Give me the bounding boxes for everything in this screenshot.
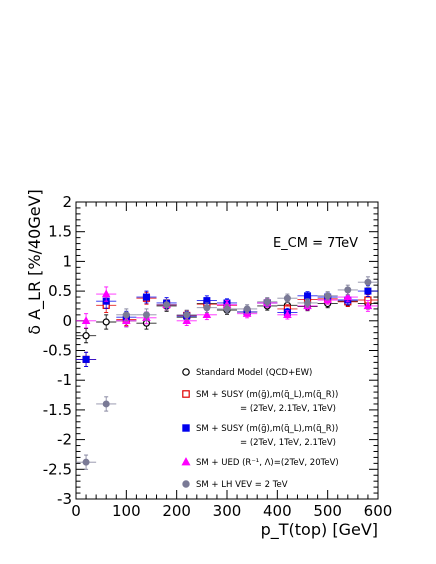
y-tick-label: -2.5 [43,460,72,478]
x-tick-label: 100 [112,502,141,520]
data-point [142,311,150,319]
x-tick-label: 400 [263,502,292,520]
legend-marker [182,424,190,432]
data-marks [76,276,378,470]
legend-marker [182,480,190,488]
data-point [182,316,192,324]
axis-ticks [75,201,379,500]
y-tick-label: -1 [57,371,72,389]
tick-labels: 0 100 200 300 400 500 600 -3 -2.5 -2 -1.5 -1 -0.5 0 0.… [43,193,393,520]
series-5 [76,276,378,470]
legend-label: SM + SUSY (m(g̃),m(q̃_L),m(q̃_R)) [196,390,338,400]
data-point [203,304,211,312]
y-axis-title: δ A_LR [%/40GeV] [25,189,45,335]
data-point [102,400,110,408]
data-point [183,311,191,319]
x-tick-label: 300 [213,502,242,520]
x-tick-label: 500 [313,502,342,520]
data-point [82,332,90,340]
series-3 [76,285,378,367]
data-point [82,355,90,363]
data-point [263,298,271,306]
y-tick-label: -0.5 [43,342,72,360]
data-point [343,292,353,301]
legend-item-1: Standard Model (QCD+EW) [182,368,312,378]
y-tick-label: 0 [62,312,72,330]
data-point [223,305,231,313]
legend-label: Standard Model (QCD+EW) [196,368,312,378]
legend-marker [181,457,191,466]
y-tick-label: 0.5 [48,282,72,300]
data-point [163,301,171,309]
y-tick-label: 2 [62,193,72,211]
data-point [283,294,291,302]
data-point [82,458,90,466]
legend-label: SM + UED (R⁻¹, Λ)=(2TeV, 20TeV) [196,458,339,468]
data-point [364,287,372,295]
data-point [202,310,212,319]
legend-item-5: SM + LH VEV = 2 TeV [182,480,288,490]
y-tick-label: 1 [62,252,72,270]
x-tick-label: 0 [71,502,81,520]
legend: Standard Model (QCD+EW) SM + SUSY (m(g̃),… [181,368,339,490]
legend-item-4: SM + UED (R⁻¹, Λ)=(2TeV, 20TeV) [181,457,339,468]
x-tick-label: 200 [162,502,191,520]
data-point [243,305,251,313]
data-point [344,286,352,294]
data-point [304,299,312,307]
y-tick-label: -2 [57,431,72,449]
x-axis-title: p_T(top) [GeV] [261,520,378,540]
data-point [364,278,372,286]
legend-label-line2: = (2TeV, 1TeV, 2.1TeV) [240,438,336,448]
data-point [363,301,373,310]
x-tick-label: 600 [364,502,393,520]
y-tick-label: -1.5 [43,401,72,419]
y-tick-label: -3 [57,490,72,508]
legend-label-line2: = (2TeV, 2.1TeV, 1TeV) [240,404,336,414]
data-point [122,311,130,319]
legend-label: SM + SUSY (m(g̃),m(q̃_L),m(q̃_R)) [196,424,338,434]
data-point [324,292,332,300]
legend-label: SM + LH VEV = 2 TeV [196,480,288,490]
data-point [81,316,91,324]
legend-item-2: SM + SUSY (m(g̃),m(q̃_L),m(q̃_R)) = (2TeV… [182,390,338,414]
energy-annotation: E_CM = 7TeV [273,236,358,251]
legend-marker [182,368,190,376]
data-point [283,310,292,319]
legend-item-3: SM + SUSY (m(g̃),m(q̃_L),m(q̃_R)) = (2TeV… [182,424,338,448]
data-point [101,289,111,298]
data-point [142,293,150,301]
data-point [102,318,110,326]
y-tick-label: 1.5 [48,223,72,241]
data-point [304,292,312,300]
legend-marker [182,390,190,398]
